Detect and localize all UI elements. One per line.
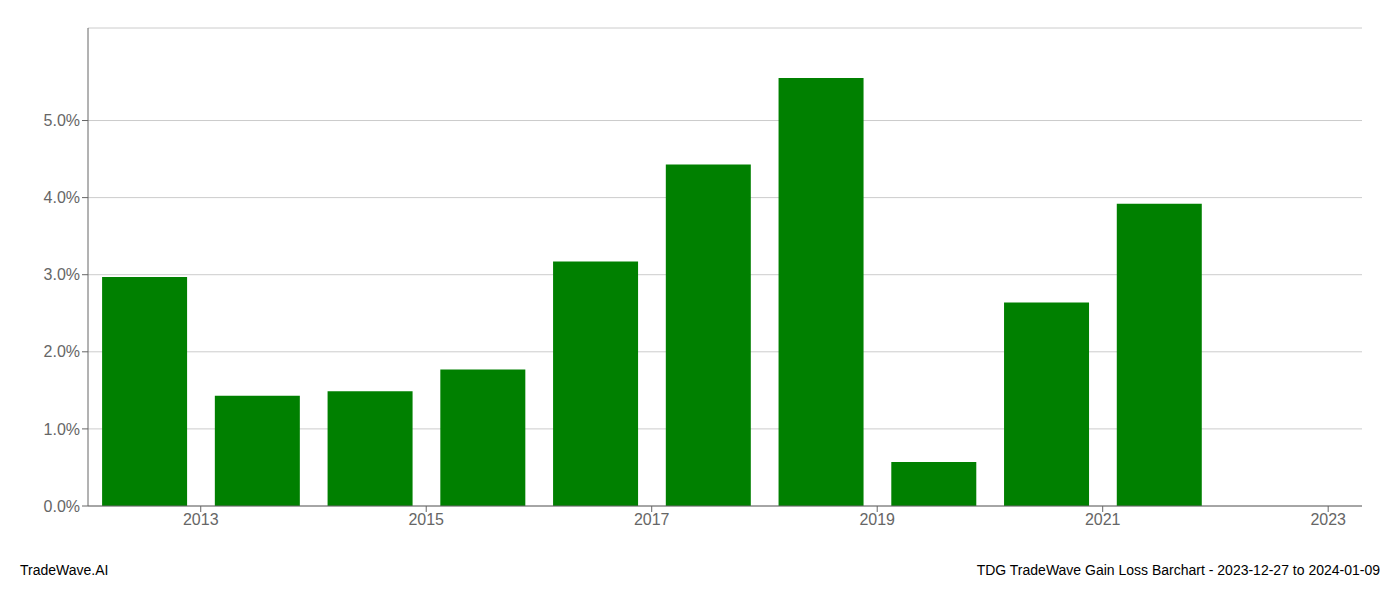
svg-text:2021: 2021 xyxy=(1085,511,1121,528)
svg-text:2015: 2015 xyxy=(408,511,444,528)
html-text:TDG TradeWave Gain Loss Barcha: TDG TradeWave Gain Loss Barchart - 2023-… xyxy=(976,562,1380,578)
svg-text:2.0%: 2.0% xyxy=(44,343,80,360)
svg-text:1.0%: 1.0% xyxy=(44,421,80,438)
html-text:TradeWave.AI: TradeWave.AI xyxy=(20,562,109,578)
svg-text:3.0%: 3.0% xyxy=(44,266,80,283)
svg-text:4.0%: 4.0% xyxy=(44,189,80,206)
svg-text:0.0%: 0.0% xyxy=(44,498,80,515)
svg-text:5.0%: 5.0% xyxy=(44,112,80,129)
svg-text:2017: 2017 xyxy=(634,511,670,528)
svg-text:2023: 2023 xyxy=(1310,511,1346,528)
svg-text:2013: 2013 xyxy=(183,511,219,528)
svg-text:2019: 2019 xyxy=(859,511,895,528)
